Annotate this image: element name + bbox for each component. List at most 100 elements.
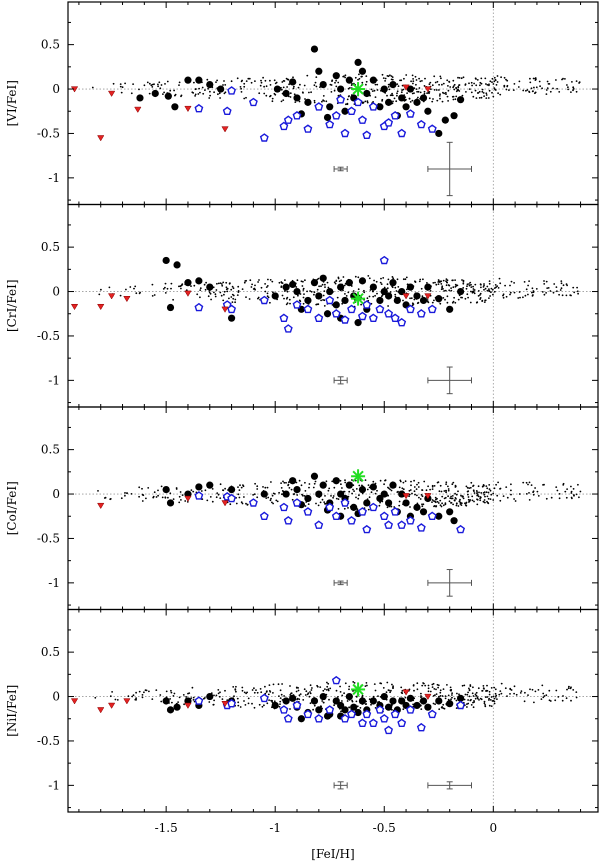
small-dot (239, 86, 242, 88)
small-dot (478, 90, 481, 93)
small-dot (436, 80, 439, 83)
small-dot (398, 500, 401, 503)
small-dot (108, 286, 111, 289)
small-dot (178, 501, 181, 504)
small-dot (433, 688, 436, 690)
small-dot (312, 708, 314, 711)
large-dot (293, 287, 301, 296)
small-dot (382, 77, 385, 79)
small-dot (323, 100, 325, 102)
small-dot (455, 493, 458, 496)
small-dot (280, 88, 283, 91)
small-dot (219, 291, 222, 294)
pentagon-point (227, 493, 237, 503)
small-dot (248, 77, 251, 80)
small-dot (498, 277, 501, 280)
small-dot (509, 293, 511, 296)
large-dot (315, 292, 323, 300)
small-dot (356, 705, 359, 708)
small-dot (472, 290, 475, 293)
large-dot (319, 274, 327, 282)
small-dot (324, 502, 326, 505)
small-dot (478, 97, 481, 99)
large-dot (456, 694, 465, 702)
small-dot (366, 297, 369, 300)
small-dot (484, 704, 486, 706)
small-dot (453, 83, 456, 86)
small-dot (240, 501, 243, 504)
small-dot (436, 497, 438, 500)
small-dot (278, 491, 280, 494)
small-dot (344, 481, 347, 484)
small-dot (308, 486, 310, 489)
small-dot (359, 707, 362, 709)
small-dot (250, 81, 253, 84)
small-dot (164, 282, 167, 285)
small-dot (281, 81, 284, 83)
large-dot (369, 76, 377, 84)
large-dot (341, 296, 349, 305)
small-dot (443, 290, 446, 292)
small-dot (438, 95, 441, 97)
small-dot (365, 682, 368, 684)
small-dot (525, 481, 528, 484)
small-dot (135, 691, 138, 694)
small-dot (411, 74, 414, 77)
small-dot (295, 686, 298, 689)
small-dot (471, 692, 474, 695)
small-dot (151, 83, 154, 86)
large-dot (282, 283, 290, 291)
small-dot (419, 91, 422, 94)
small-dot (417, 96, 419, 99)
small-dot (413, 689, 415, 692)
large-dot (456, 96, 465, 104)
small-dot (272, 492, 275, 495)
small-dot (262, 76, 264, 79)
small-dot (473, 492, 476, 494)
small-dot (494, 696, 497, 698)
small-dot (302, 287, 305, 290)
small-dot (451, 696, 453, 699)
small-dot (556, 489, 559, 492)
small-dot (148, 690, 150, 693)
small-dot (264, 290, 267, 293)
panel-2: -1-0.500.5[CrI/FeI] (5, 203, 599, 408)
small-dot (208, 701, 211, 703)
small-dot (437, 481, 440, 483)
small-dot (531, 291, 533, 294)
small-dot (555, 286, 558, 288)
small-dot (348, 706, 350, 709)
small-dot (461, 279, 463, 281)
small-dot (391, 76, 394, 78)
small-dot (457, 505, 460, 507)
triangle-point (424, 693, 432, 701)
small-dot (297, 294, 299, 297)
small-dot (444, 91, 447, 94)
small-dot (290, 488, 293, 491)
small-dot (391, 92, 393, 95)
small-dot (280, 286, 283, 288)
large-dot (413, 98, 421, 106)
small-dot (518, 80, 521, 83)
small-dot (464, 84, 467, 86)
small-dot (383, 483, 385, 486)
small-dot (401, 692, 404, 695)
small-dot (537, 689, 540, 691)
small-dot (143, 691, 145, 694)
pentagon-point (390, 313, 400, 322)
small-dot (348, 688, 350, 691)
small-dot (321, 100, 323, 103)
small-dot (420, 494, 423, 496)
pentagon-point (397, 520, 407, 529)
small-dot (365, 75, 368, 77)
small-dot (302, 296, 305, 299)
large-dot (369, 697, 377, 705)
small-dot (462, 76, 465, 79)
small-dot (283, 695, 285, 697)
small-dot (404, 480, 407, 483)
small-dot (253, 493, 256, 496)
small-dot (451, 95, 454, 98)
large-dot (435, 129, 443, 138)
small-dot (527, 483, 529, 486)
